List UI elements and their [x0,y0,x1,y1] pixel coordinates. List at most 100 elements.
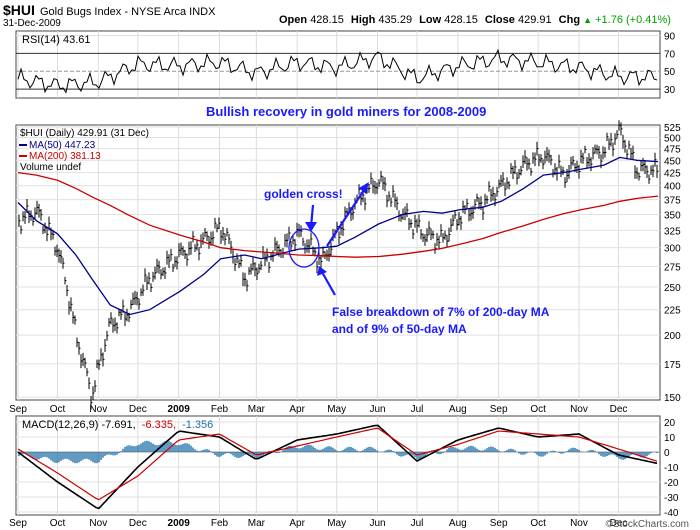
month-tick-label-bottom: Sep [490,518,508,529]
false-breakdown-annotation-1: False breakdown of 7% of 200-day MA [332,305,550,319]
rsi-line [17,48,658,94]
ma50-line [17,156,659,316]
close-value: 429.91 [517,14,552,26]
macd-panel-frame [15,415,661,516]
macd-tick-label: 20 [664,418,676,429]
month-tick-label: Feb [211,404,229,415]
month-tick-label-bottom: Mar [248,518,266,529]
price-tick-label: 500 [664,134,681,145]
low-label: Low [419,14,442,26]
macd-tick-label: -20 [664,478,679,489]
price-tick-label: 300 [664,244,681,255]
golden-cross-arrowhead [305,222,317,232]
macd-signal-line [17,427,658,501]
chart-header: $HUI Gold Bugs Index - NYSE Arca INDX [3,2,215,18]
macd-label: MACD(12,26,9) -7.691, -6.335, -1.356 [22,419,213,431]
month-tick-label: Jul [411,404,424,415]
macd-tick-label: 0 [664,448,670,459]
price-tick-label: 225 [664,306,681,317]
price-tick-label: 175 [664,360,681,371]
rsi-tick-label: 50 [664,67,676,78]
month-tick-label-bottom: Sep [9,518,27,529]
ma200-line [17,171,659,258]
bullish-annotation: Bullish recovery in gold miners for 2008… [206,104,486,119]
month-tick-label-bottom: Nov [89,518,107,529]
open-value: 428.15 [310,14,344,26]
rsi-tick-label: 70 [664,49,676,60]
month-tick-label: May [327,404,346,415]
price-tick-label: 525 [664,123,681,134]
month-tick-label: Jun [369,404,385,415]
chg-arrow-icon: ▲ [583,15,593,25]
price-panel-frame [15,124,661,401]
macd-tick-label: -40 [664,508,679,519]
month-tick-label: Apr [289,404,305,415]
rsi-label: RSI(14) 43.61 [22,34,90,46]
month-tick-label-bottom: Dec [610,518,628,529]
month-tick-label: Dec [610,404,628,415]
false-breakdown-annotation-2: and of 9% of 50-day MA [332,322,467,336]
month-tick-label: Sep [9,404,27,415]
month-tick-label: 2009 [168,404,191,415]
chg-value: +1.76 (+0.41%) [595,14,671,26]
price-tick-label: 425 [664,169,681,180]
index-name: Gold Bugs Index - NYSE Arca INDX [39,6,216,18]
false-breakdown-arrow [321,271,336,296]
month-tick-label-bottom: Oct [50,518,66,529]
month-tick-label: Sep [490,404,508,415]
rally-arrowhead [359,182,369,194]
month-tick-label-bottom: Oct [530,518,546,529]
macd-tick-label: 10 [664,433,676,444]
golden-cross-annotation: golden cross! [264,187,343,201]
ma200-legend: MA(200) 381.13 [29,151,101,162]
price-tick-label: 475 [664,145,681,156]
price-tick-label: 350 [664,210,681,221]
stockcharts-watermark: ©StockCharts.com [605,519,689,530]
month-tick-label-bottom: May [327,518,346,529]
chg-label: Chg [558,14,581,26]
month-tick-label-bottom: Apr [289,518,305,529]
close-label: Close [484,14,515,26]
price-tick-label: 275 [664,262,681,273]
rsi-panel-frame [15,30,661,99]
month-tick-label: Oct [530,404,546,415]
volume-legend: Volume undef [20,162,81,173]
macd-tick-label: -10 [664,463,679,474]
macd-label-histogram: -1.356 [182,419,213,431]
month-tick-label-bottom: 2009 [168,518,191,529]
golden-cross-circle [288,228,320,268]
macd-line [17,424,658,510]
chart-date: 31-Dec-2009 [3,18,61,29]
month-tick-label: Oct [50,404,66,415]
rsi-tick-label: 30 [664,85,676,96]
ma50-legend: MA(50) 447.23 [29,140,96,151]
price-tick-label: 375 [664,196,681,207]
price-tick-label: 200 [664,331,681,342]
low-value: 428.15 [444,14,478,26]
month-tick-label-bottom: Feb [211,518,229,529]
month-tick-label-bottom: Jun [369,518,385,529]
false-breakdown-arrowhead [317,266,327,276]
macd-label-signal: -6.335, [142,419,176,431]
price-tick-label: 150 [664,393,681,404]
rsi-tick-label: 90 [664,31,676,42]
price-tick-label: 325 [664,226,681,237]
month-tick-label: Nov [89,404,107,415]
month-tick-label: Nov [570,404,588,415]
open-label: Open [279,14,308,26]
month-tick-label: Dec [129,404,147,415]
price-tick-label: 450 [664,156,681,167]
price-tick-label: 250 [664,283,681,294]
macd-label-main: MACD(12,26,9) -7.691, [22,419,136,431]
price-legend: $HUI (Daily) 429.91 (31 Dec) [20,128,149,139]
month-tick-label: Mar [248,404,266,415]
high-label: High [350,14,376,26]
month-tick-label: Aug [449,404,467,415]
high-value: 435.29 [378,14,413,26]
month-tick-label-bottom: Dec [129,518,147,529]
price-tick-label: 400 [664,182,681,193]
symbol: $HUI [3,2,35,18]
ohlc-readout: Open 428.15 High 435.29 Low 428.15 Close… [279,14,671,26]
